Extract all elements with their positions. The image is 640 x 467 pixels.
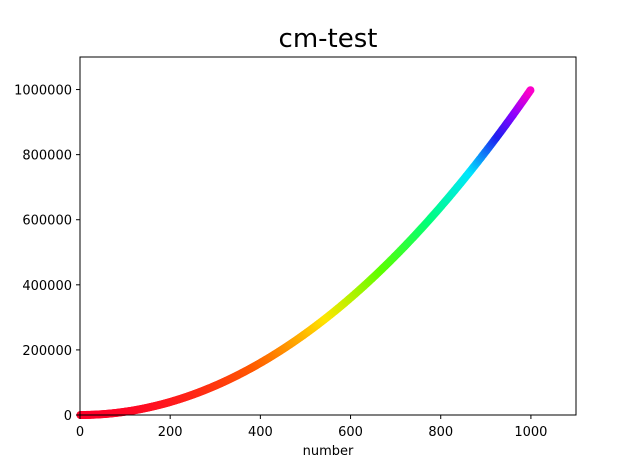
x-axis: 0 200 400 600 800 1000 [76, 415, 547, 440]
y-tick-label: 800000 [22, 149, 72, 164]
x-tick-label: 1000 [514, 425, 547, 440]
y-tick-label: 200000 [22, 344, 72, 359]
data-point [526, 86, 535, 95]
x-tick-label: 400 [248, 425, 273, 440]
chart-title: cm-test [279, 24, 378, 54]
y-tick-label: 0 [64, 409, 72, 424]
x-tick-label: 0 [76, 425, 84, 440]
y-axis: 0 200000 400000 600000 800000 1000000 [14, 84, 80, 424]
plot-frame [79, 56, 577, 416]
y-tick-label: 400000 [22, 279, 72, 294]
x-axis-label: number [303, 444, 354, 459]
y-tick-label: 1000000 [14, 84, 72, 99]
x-tick-label: 200 [158, 425, 183, 440]
data-points [76, 86, 535, 419]
y-tick-label: 600000 [22, 214, 72, 229]
x-tick-label: 800 [428, 425, 453, 440]
x-tick-label: 600 [338, 425, 363, 440]
